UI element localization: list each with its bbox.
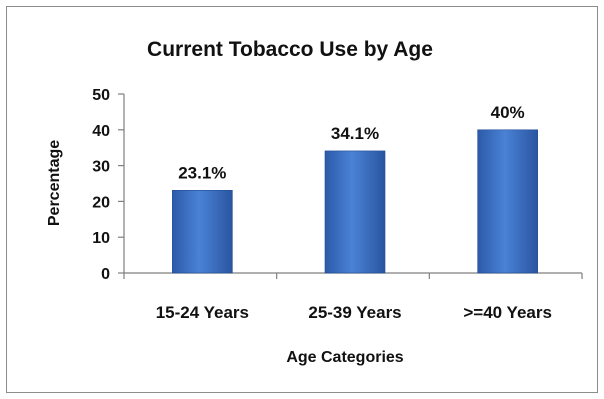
data-label-2: 34.1% [331,124,379,143]
bar-2 [324,150,386,274]
y-tick-label: 50 [92,87,110,104]
data-label-3: 40% [491,103,525,122]
data-label-1: 23.1% [178,163,226,182]
category-label-3: >=40 Years [463,303,552,322]
x-axis-title: Age Categories [286,349,403,366]
y-tick-label: 0 [101,266,110,283]
y-tick-label: 20 [92,194,110,211]
y-tick-label: 10 [92,230,110,247]
category-label-2: 25-39 Years [308,303,401,322]
bar-3 [477,129,538,274]
labels-group: 23.1% 15-24 Years 34.1% 25-39 Years 40% >=40 … [156,103,552,322]
bars-group [172,129,538,274]
y-tick-label: 30 [92,159,110,176]
chart-title: Current Tobacco Use by Age [147,38,433,61]
y-axis-title: Percentage [46,140,63,226]
bar-1 [172,190,233,274]
y-tick-label: 40 [92,123,110,140]
category-label-1: 15-24 Years [156,303,249,322]
